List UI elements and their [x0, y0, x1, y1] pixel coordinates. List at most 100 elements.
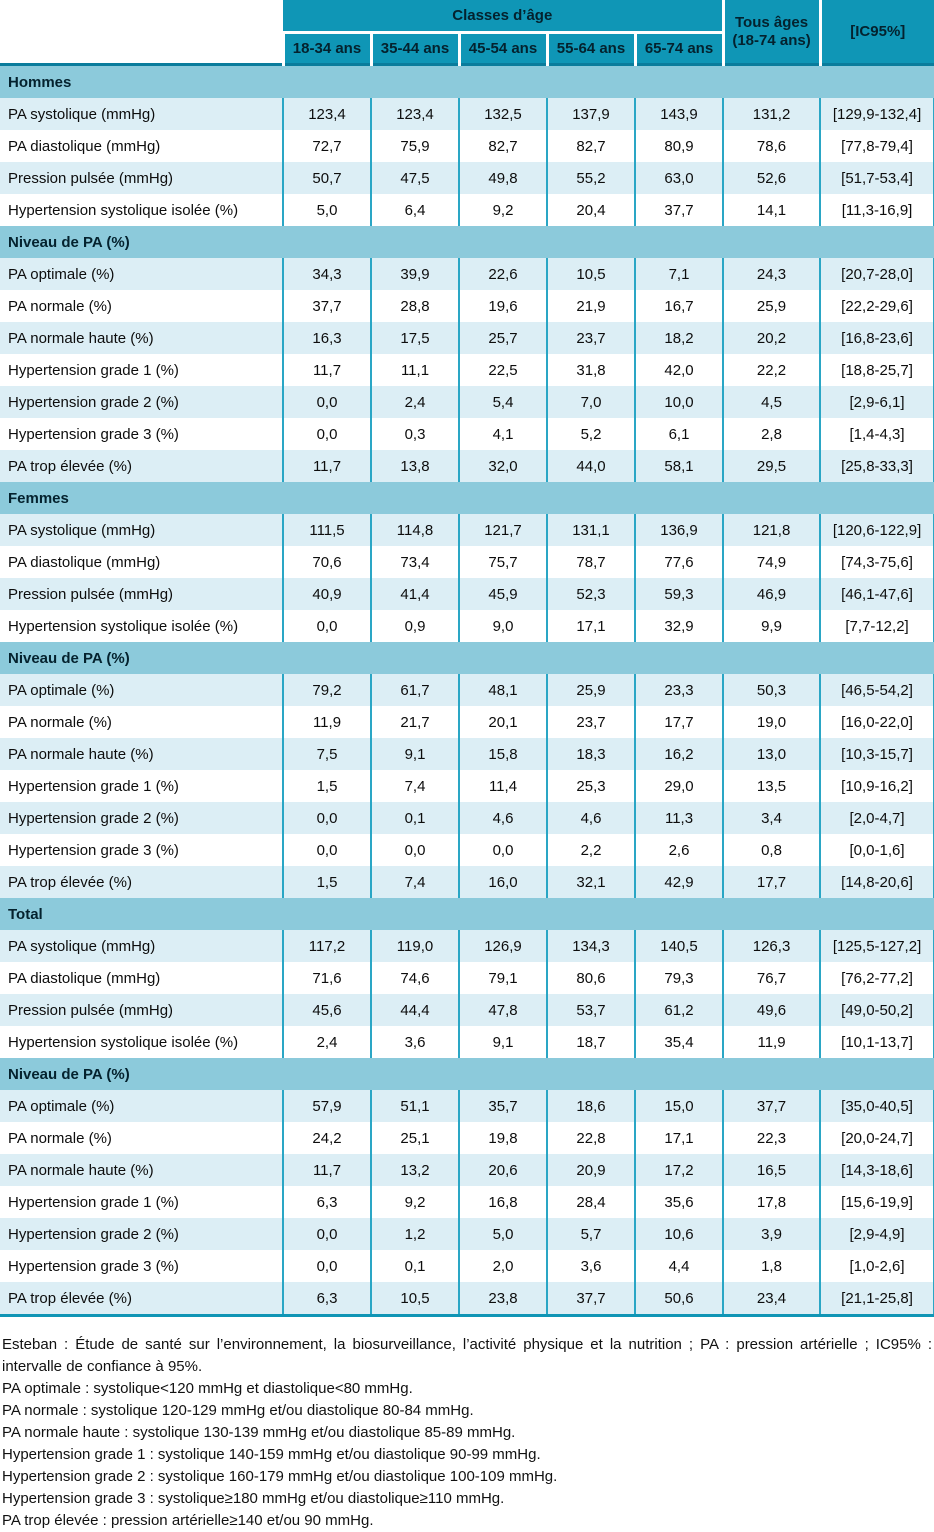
- value-cell: 45,6: [282, 994, 371, 1026]
- value-cell: 0,0: [282, 386, 371, 418]
- value-cell: 17,5: [370, 322, 459, 354]
- value-cell: 3,6: [546, 1250, 635, 1282]
- value-cell: 121,8: [722, 514, 821, 546]
- confidence-interval-cell: [1,4-4,3]: [819, 418, 934, 450]
- value-cell: 4,4: [633, 1250, 724, 1282]
- value-cell: 79,2: [282, 674, 371, 706]
- footnote-line: Esteban : Étude de santé sur l’environne…: [2, 1336, 932, 1375]
- row-label-cell: PA trop élevée (%): [0, 450, 283, 482]
- row-label-cell: PA normale haute (%): [0, 1154, 283, 1186]
- row-label-cell: PA normale haute (%): [0, 322, 283, 354]
- value-cell: 16,7: [633, 290, 724, 322]
- value-cell: 45,9: [458, 578, 547, 610]
- confidence-interval-cell: [7,7-12,2]: [819, 610, 934, 642]
- row-label-cell: PA trop élevée (%): [0, 1282, 283, 1317]
- confidence-interval-cell: [14,8-20,6]: [819, 866, 934, 898]
- table-row: Hypertension grade 1 (%) 1,5 7,4 11,4 25,3 29…: [0, 770, 934, 802]
- value-cell: 6,1: [633, 418, 724, 450]
- header-age-18-34: 18-34 ans: [281, 32, 371, 65]
- value-cell: 78,6: [722, 130, 821, 162]
- value-cell: 53,7: [546, 994, 635, 1026]
- row-label-cell: PA normale (%): [0, 290, 283, 322]
- confidence-interval-cell: [76,2-77,2]: [819, 962, 934, 994]
- value-cell: 114,8: [370, 514, 459, 546]
- row-label-cell: Pression pulsée (mmHg): [0, 162, 283, 194]
- value-cell: 78,7: [546, 546, 635, 578]
- value-cell: 111,5: [282, 514, 371, 546]
- row-label-cell: Hypertension systolique isolée (%): [0, 1026, 283, 1058]
- value-cell: 25,3: [546, 770, 635, 802]
- value-cell: 72,7: [282, 130, 371, 162]
- row-label-cell: PA normale haute (%): [0, 738, 283, 770]
- section-title: Femmes: [0, 482, 934, 514]
- value-cell: 9,1: [458, 1026, 547, 1058]
- value-cell: 119,0: [370, 930, 459, 962]
- row-label-cell: Hypertension systolique isolée (%): [0, 194, 283, 226]
- value-cell: 132,5: [458, 98, 547, 130]
- value-cell: 131,1: [546, 514, 635, 546]
- confidence-interval-cell: [49,0-50,2]: [819, 994, 934, 1026]
- table-row: PA normale haute (%) 11,7 13,2 20,6 20,9 17,2…: [0, 1154, 934, 1186]
- section-header-row: Total: [0, 898, 934, 930]
- value-cell: 0,0: [370, 834, 459, 866]
- footnote-line: PA normale haute : systolique 130-139 mm…: [2, 1423, 516, 1441]
- table-row: Hypertension systolique isolée (%) 0,0 0,9…: [0, 610, 934, 642]
- value-cell: 5,0: [282, 194, 371, 226]
- value-cell: 11,7: [282, 354, 371, 386]
- value-cell: 22,8: [546, 1122, 635, 1154]
- value-cell: 58,1: [633, 450, 724, 482]
- table-row: PA diastolique (mmHg) 70,6 73,4 75,7 78,7 77,…: [0, 546, 934, 578]
- value-cell: 0,3: [370, 418, 459, 450]
- row-label-cell: Hypertension grade 3 (%): [0, 834, 283, 866]
- value-cell: 37,7: [722, 1090, 821, 1122]
- value-cell: 3,4: [722, 802, 821, 834]
- value-cell: 25,9: [546, 674, 635, 706]
- value-cell: 7,0: [546, 386, 635, 418]
- row-label-cell: Hypertension systolique isolée (%): [0, 610, 283, 642]
- value-cell: 0,0: [282, 1218, 371, 1250]
- table-row: PA normale (%) 11,9 21,7 20,1 23,7 17,7 19,0 [1…: [0, 706, 934, 738]
- value-cell: 29,0: [633, 770, 724, 802]
- confidence-interval-cell: [21,1-25,8]: [819, 1282, 934, 1317]
- value-cell: 9,0: [458, 610, 547, 642]
- footnotes: Esteban : Étude de santé sur l’environne…: [0, 1334, 934, 1531]
- value-cell: 6,3: [282, 1282, 371, 1317]
- section-header-row: Femmes: [0, 482, 934, 514]
- value-cell: 136,9: [633, 514, 724, 546]
- value-cell: 0,0: [282, 834, 371, 866]
- table-header: Classes d’âge Tous âges (18-74 ans) [IC9…: [0, 0, 934, 65]
- table-row: Pression pulsée (mmHg) 40,9 41,4 45,9 52,3 59…: [0, 578, 934, 610]
- value-cell: 2,0: [458, 1250, 547, 1282]
- section-title: Niveau de PA (%): [0, 1058, 934, 1090]
- value-cell: 9,1: [370, 738, 459, 770]
- value-cell: 79,1: [458, 962, 547, 994]
- value-cell: 0,0: [458, 834, 547, 866]
- value-cell: 11,9: [282, 706, 371, 738]
- section-title: Niveau de PA (%): [0, 642, 934, 674]
- table-row: Hypertension grade 1 (%) 6,3 9,2 16,8 28,4 35…: [0, 1186, 934, 1218]
- value-cell: 52,6: [722, 162, 821, 194]
- value-cell: 11,4: [458, 770, 547, 802]
- value-cell: 23,7: [546, 706, 635, 738]
- footnote-line: Hypertension grade 3 : systolique≥180 mm…: [2, 1489, 505, 1507]
- value-cell: 13,8: [370, 450, 459, 482]
- value-cell: 32,9: [633, 610, 724, 642]
- value-cell: 117,2: [282, 930, 371, 962]
- table-row: Hypertension grade 2 (%) 0,0 2,4 5,4 7,0 10,0…: [0, 386, 934, 418]
- value-cell: 80,6: [546, 962, 635, 994]
- value-cell: 76,7: [722, 962, 821, 994]
- value-cell: 121,7: [458, 514, 547, 546]
- confidence-interval-cell: [35,0-40,5]: [819, 1090, 934, 1122]
- footnote-line: PA optimale : systolique<120 mmHg et dia…: [2, 1379, 413, 1397]
- value-cell: 17,2: [633, 1154, 724, 1186]
- value-cell: 18,2: [633, 322, 724, 354]
- value-cell: 22,2: [722, 354, 821, 386]
- value-cell: 77,6: [633, 546, 724, 578]
- value-cell: 17,7: [722, 866, 821, 898]
- table-row: PA optimale (%) 34,3 39,9 22,6 10,5 7,1 24,3 [2…: [0, 258, 934, 290]
- value-cell: 18,3: [546, 738, 635, 770]
- value-cell: 13,0: [722, 738, 821, 770]
- row-label-cell: PA optimale (%): [0, 1090, 283, 1122]
- value-cell: 35,4: [633, 1026, 724, 1058]
